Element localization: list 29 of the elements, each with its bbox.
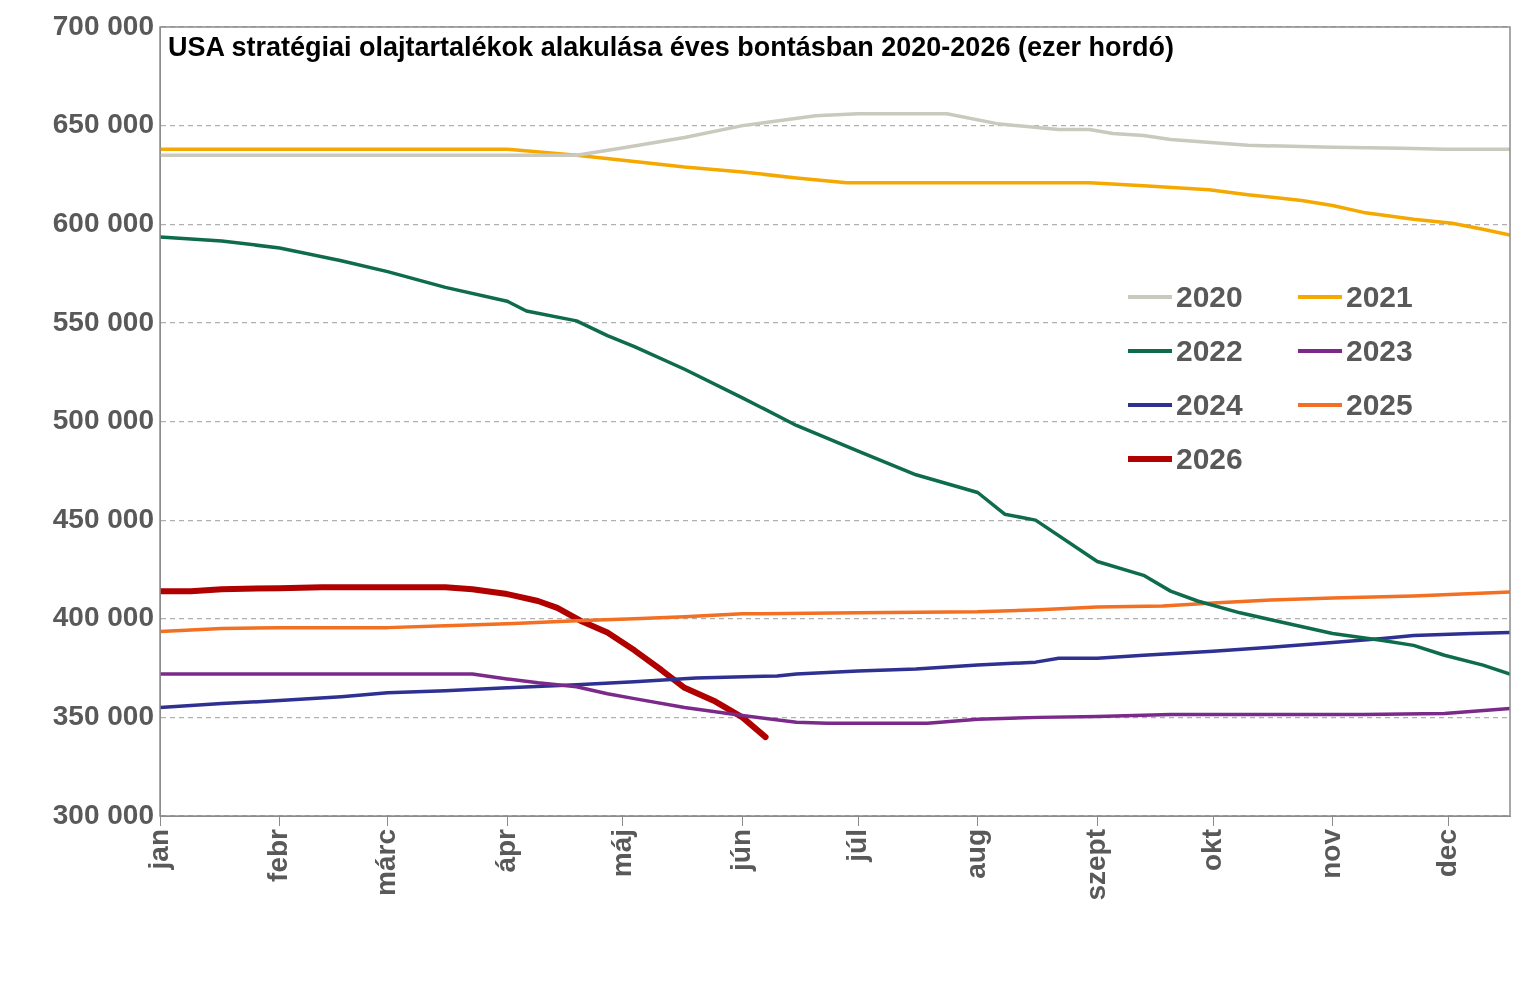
y-tick-label: 450 000 (52, 502, 154, 534)
x-tick-label: okt (1195, 829, 1227, 871)
legend-label: 2020 (1176, 280, 1243, 314)
y-tick-label: 600 000 (52, 206, 154, 238)
x-tick-label: szept (1080, 829, 1111, 901)
y-tick-label: 650 000 (52, 108, 154, 140)
y-tick-label: 350 000 (52, 700, 154, 732)
legend-label: 2024 (1176, 388, 1243, 422)
x-tick-label: dec (1431, 829, 1462, 878)
x-tick-label: máj (605, 829, 637, 878)
x-tick-label: febr (262, 828, 294, 882)
legend-label: 2022 (1176, 334, 1243, 368)
legend-label: 2025 (1346, 388, 1413, 422)
x-tick-label: nov (1315, 828, 1347, 879)
x-tick-label: jan (142, 829, 174, 871)
x-tick-label: aug (960, 829, 992, 879)
x-tick-label: jún (725, 829, 757, 872)
y-tick-label: 500 000 (52, 404, 154, 436)
x-tick-label: ápr (489, 828, 521, 873)
y-tick-label: 700 000 (52, 9, 154, 41)
y-tick-label: 550 000 (52, 305, 154, 337)
x-tick-label: márc (370, 829, 402, 896)
chart-title: USA stratégiai olajtartalékok alakulása éves bontásban 2020-2026 (ezer hordó) (168, 32, 1174, 63)
y-tick-label: 300 000 (52, 798, 154, 830)
x-tick-label: júl (840, 829, 872, 863)
legend-label: 2023 (1346, 334, 1413, 368)
legend-label: 2021 (1346, 280, 1413, 314)
y-tick-label: 400 000 (52, 601, 154, 633)
legend-label: 2026 (1176, 442, 1243, 476)
